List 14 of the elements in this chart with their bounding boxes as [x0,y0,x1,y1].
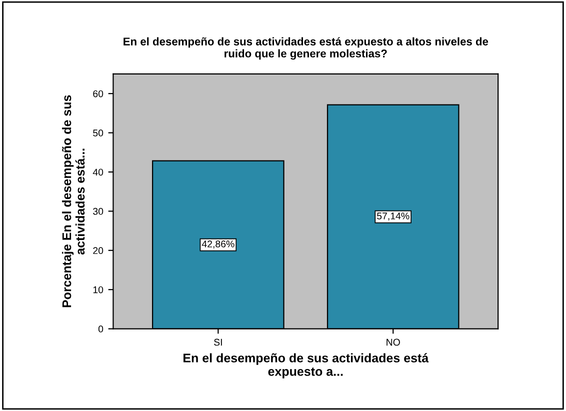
chart-title: En el desempeño de sus actividades está expuesto a altos niveles de ruido que le genere molestias? [124,37,488,60]
x-tick-label: NO [386,338,400,346]
y-tick-label: 40 [92,168,104,176]
x-axis-title: En el desempeño de sus actividades está expuesto a... [184,353,429,378]
y-tick-label: 60 [93,90,104,98]
y-tick-label: 0 [98,326,104,332]
x-tick-label: SI [214,338,222,346]
y-tick-label: 10 [93,286,104,294]
data-label: 57,14% [377,212,410,221]
y-tick-label: 30 [93,208,104,215]
y-tick-label: 20 [93,247,104,254]
y-axis-title: Porcentaje En el desempeño de sus actividades está... [62,95,85,308]
data-label: 42,86% [202,240,234,249]
y-tick-label: 50 [93,130,104,136]
